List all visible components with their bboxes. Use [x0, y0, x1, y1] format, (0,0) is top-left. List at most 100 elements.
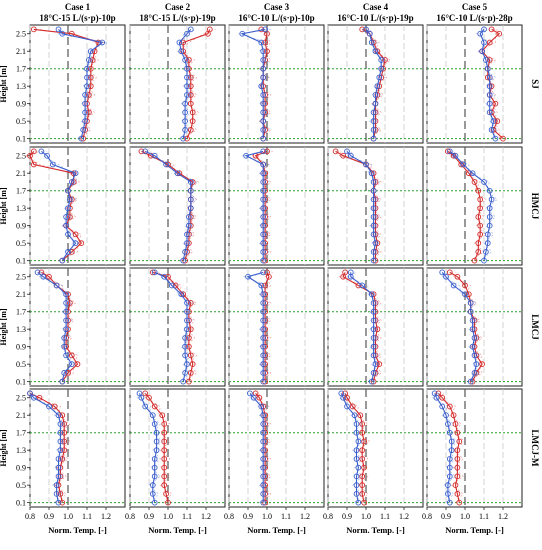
blue-data-point — [467, 300, 474, 306]
red-data-point — [186, 335, 192, 341]
y-axis-label: Height [m] — [0, 429, 8, 466]
red-data-point — [61, 447, 68, 454]
red-series-scatter — [477, 29, 500, 139]
blue-data-point — [260, 352, 267, 359]
blue-data-point — [260, 196, 267, 203]
red-data-point — [496, 30, 503, 37]
panel-frame — [29, 24, 126, 144]
y-tick-label: 2.1 — [16, 169, 26, 178]
red-series-scatter — [449, 151, 487, 261]
panel-frame — [228, 267, 325, 387]
panel-r4-c1: 0.1 0.5 0.9 1.3 1.7 2.1 2.5 — [16, 388, 126, 508]
y-tick-label: 2.1 — [16, 290, 26, 299]
red-data-point — [359, 482, 366, 488]
blue-data-point — [446, 456, 453, 462]
blue-data-point — [78, 135, 85, 142]
row-labels: SJ HMCJ LMCJ LMCJ-M — [530, 79, 540, 467]
blue-data-point — [84, 74, 90, 81]
red-data-point — [67, 214, 73, 220]
panel-frame — [129, 388, 226, 508]
blue-data-point — [260, 269, 267, 276]
panel-r2-c1: 0.1 0.5 0.9 1.3 1.7 2.1 2.5 — [16, 146, 126, 266]
red-data-point — [465, 291, 472, 298]
blue-data-point — [486, 100, 493, 107]
red-data-point — [74, 361, 81, 367]
blue-data-point — [355, 438, 362, 445]
red-data-point — [80, 135, 87, 142]
blue-data-point — [486, 109, 493, 116]
blue-data-point — [260, 205, 267, 212]
blue-data-point — [49, 161, 56, 168]
red-data-point — [187, 326, 194, 333]
y-tick-label: 1.7 — [16, 187, 26, 196]
blue-data-point — [260, 161, 267, 168]
blue-data-point — [347, 152, 354, 159]
red-data-point — [180, 39, 187, 46]
blue-data-point — [239, 30, 246, 37]
red-data-point — [163, 491, 169, 497]
y-tick-label: 1.3 — [16, 446, 26, 455]
blue-data-point — [260, 491, 267, 497]
blue-data-point — [27, 390, 33, 397]
red-data-point — [446, 269, 453, 276]
red-data-point — [469, 378, 476, 385]
blue-data-point — [260, 92, 267, 98]
blue-data-point — [260, 249, 267, 255]
panel-frame — [129, 146, 226, 266]
blue-data-point — [151, 421, 158, 427]
red-series-line — [437, 393, 460, 503]
panel-frame — [228, 24, 325, 144]
red-data-point — [189, 118, 196, 124]
blue-data-point — [168, 282, 175, 289]
row-label-1: SJ — [530, 79, 540, 89]
red-series-line — [342, 272, 380, 382]
red-data-point — [187, 74, 194, 81]
y-tick-label: 1.7 — [16, 65, 26, 74]
red-data-point — [87, 65, 94, 72]
blue-data-point — [180, 257, 187, 264]
blue-data-point — [260, 343, 267, 350]
blue-data-point — [87, 48, 94, 55]
red-data-point — [86, 109, 92, 116]
blue-series-scatter — [42, 151, 78, 261]
blue-data-point — [471, 352, 478, 359]
red-data-point — [187, 100, 194, 107]
blue-data-point — [151, 473, 158, 480]
y-tick-label: 2.5 — [16, 273, 26, 282]
blue-data-point — [187, 179, 194, 185]
red-data-point — [148, 152, 154, 159]
blue-data-point — [174, 170, 181, 177]
blue-data-point — [481, 179, 487, 185]
red-data-point — [187, 83, 194, 90]
red-data-point — [57, 491, 64, 497]
blue-data-point — [57, 447, 64, 454]
blue-data-point — [486, 92, 493, 98]
y-axis-label: Height [m] — [0, 65, 8, 102]
blue-data-point — [469, 326, 476, 333]
red-data-point — [165, 499, 171, 506]
blue-data-point — [260, 473, 267, 480]
red-data-point — [456, 499, 463, 506]
red-data-point — [187, 92, 194, 98]
blue-data-point — [353, 447, 360, 454]
blue-data-point — [184, 308, 190, 315]
blue-data-point — [84, 65, 90, 72]
blue-data-point — [469, 343, 476, 350]
x-tick-label: 0.8 — [125, 512, 135, 521]
blue-data-point — [260, 291, 267, 298]
x-tick-label: 1.2 — [300, 512, 310, 521]
blue-data-point — [187, 26, 194, 33]
blue-data-point — [260, 361, 267, 367]
blue-data-point — [184, 83, 190, 90]
blue-data-point — [260, 148, 267, 155]
blue-data-point — [370, 300, 377, 306]
blue-data-point — [260, 65, 267, 72]
case-subtitle-2: 18°C-15 L/(s·p)-19p — [139, 13, 215, 23]
blue-data-point — [353, 482, 360, 488]
blue-data-point — [260, 447, 267, 454]
blue-data-point — [486, 83, 493, 90]
blue-data-point — [187, 205, 194, 212]
y-tick-label: 0.1 — [16, 378, 26, 387]
blue-data-point — [370, 335, 377, 341]
blue-data-point — [372, 240, 379, 246]
